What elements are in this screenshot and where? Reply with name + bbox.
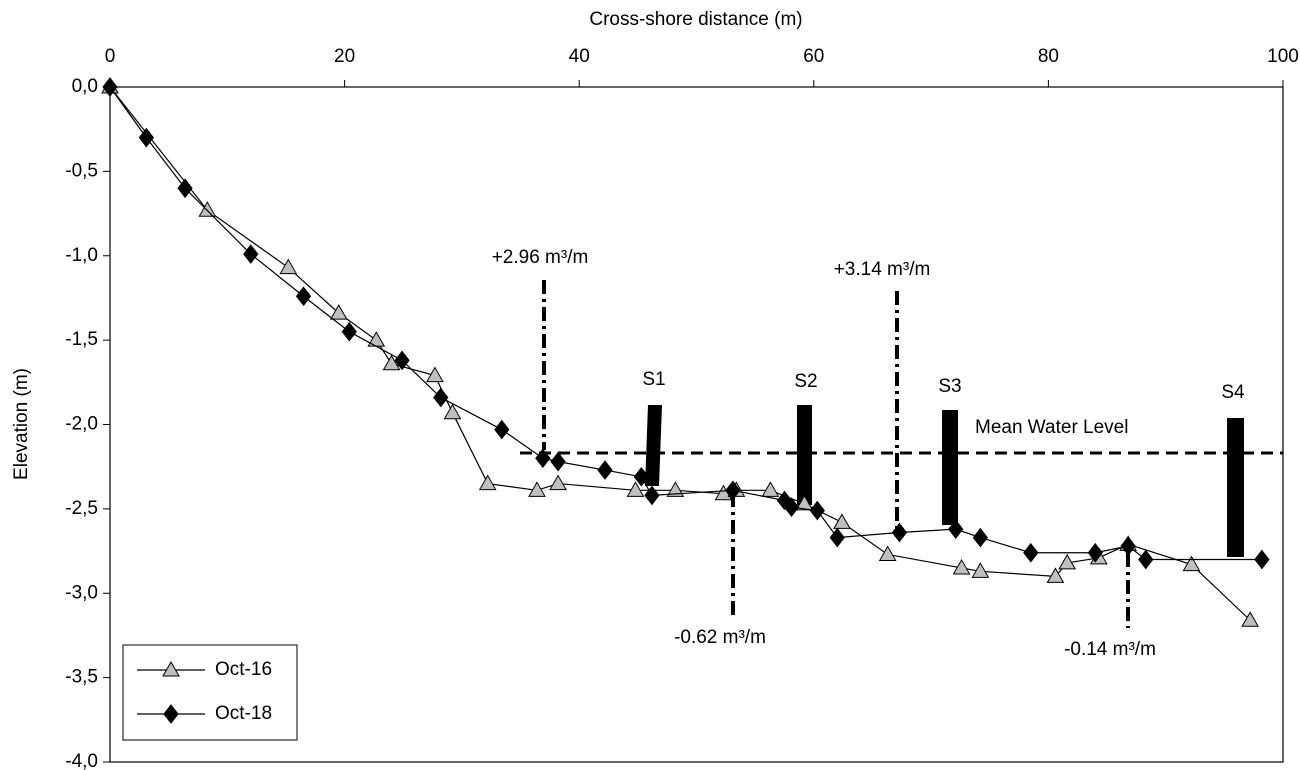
x-axis-label: Cross-shore distance (m) xyxy=(589,9,802,30)
diamond-marker xyxy=(494,419,510,440)
triangle-marker xyxy=(626,481,645,497)
triangle-marker xyxy=(795,494,814,511)
y-tick-label: -0,5 xyxy=(65,160,98,181)
diamond-marker xyxy=(1087,542,1103,563)
y-tick-label: -3,5 xyxy=(65,667,98,688)
triangle-marker xyxy=(382,354,401,371)
structure-s1 xyxy=(645,405,662,486)
diamond-marker xyxy=(138,127,154,148)
annotation: S2 xyxy=(794,371,817,392)
triangle-marker xyxy=(1182,555,1201,572)
structure-s2 xyxy=(797,405,812,505)
diamond-marker xyxy=(891,522,908,543)
triangle-marker xyxy=(478,474,497,491)
diamond-marker xyxy=(177,178,193,199)
y-tick-label: -1,0 xyxy=(65,245,98,266)
annotation: -0.62 m³/m xyxy=(674,627,766,648)
diamond-marker xyxy=(535,448,551,469)
triangle-marker xyxy=(833,513,851,529)
diamond-marker xyxy=(644,485,660,506)
diamond-marker xyxy=(433,387,449,408)
diamond-marker xyxy=(102,77,118,97)
structure-s4 xyxy=(1227,418,1244,557)
annotation: S3 xyxy=(938,376,961,397)
triangle-marker xyxy=(1058,553,1077,570)
diamond-marker xyxy=(829,527,845,548)
triangle-marker xyxy=(971,562,990,578)
diamond-marker xyxy=(1138,549,1154,570)
annotation: -0.14 m³/m xyxy=(1064,639,1156,660)
diamond-marker xyxy=(1254,549,1270,570)
x-tick-label: 80 xyxy=(1038,46,1059,67)
x-tick-label: 20 xyxy=(334,46,355,67)
structure-s3 xyxy=(942,410,958,525)
x-tick-label: 60 xyxy=(803,46,824,67)
y-axis-label: Elevation (m) xyxy=(11,368,32,480)
triangle-marker xyxy=(952,558,971,575)
legend: Oct-16 Oct-18 xyxy=(122,644,298,741)
diamond-marker xyxy=(341,321,357,342)
annotation: S1 xyxy=(642,369,665,390)
triangle-marker xyxy=(1241,611,1260,627)
diamond-marker xyxy=(783,497,800,518)
annotation: +3.14 m³/m xyxy=(834,259,931,280)
triangle-marker xyxy=(367,331,386,347)
diamond-marker xyxy=(1023,542,1039,563)
diamond-marker xyxy=(1120,536,1136,556)
series-line xyxy=(109,86,1251,621)
diamond-marker xyxy=(163,704,179,724)
diamond-marker xyxy=(597,460,613,480)
triangle-marker xyxy=(443,403,462,420)
triangle-marker xyxy=(279,258,298,275)
diamond-marker xyxy=(809,500,825,521)
annotation: S4 xyxy=(1221,382,1245,403)
y-tick-label: -2,0 xyxy=(65,414,98,435)
y-tick-label: -3,0 xyxy=(65,582,98,603)
triangle-marker xyxy=(1046,567,1065,583)
triangle-marker xyxy=(426,366,444,383)
annotation: Mean Water Level xyxy=(975,417,1128,438)
triangle-marker xyxy=(329,304,348,320)
legend-label: Oct-16 xyxy=(215,659,272,680)
diamond-marker xyxy=(243,244,259,264)
diamond-marker xyxy=(972,527,988,548)
legend-box xyxy=(122,644,298,741)
legend-label: Oct-18 xyxy=(215,703,272,724)
diamond-marker xyxy=(295,286,312,307)
triangle-marker xyxy=(162,660,180,677)
y-tick-label: -2,5 xyxy=(65,498,98,519)
volume-markers xyxy=(542,280,1130,628)
y-tick-label: 0,0 xyxy=(72,76,98,97)
y-tick-label: -4,0 xyxy=(65,751,98,770)
y-tick-label: -1,5 xyxy=(65,329,98,350)
diamond-marker xyxy=(725,480,741,501)
triangle-marker xyxy=(198,201,217,217)
x-tick-label: 100 xyxy=(1267,46,1299,67)
x-tick-label: 0 xyxy=(105,46,116,67)
triangle-marker xyxy=(549,474,567,491)
diamond-marker xyxy=(394,350,410,371)
annotation: +2.96 m³/m xyxy=(492,247,589,268)
triangle-marker xyxy=(666,481,685,497)
diamond-marker xyxy=(633,466,650,487)
series-line xyxy=(109,86,1262,561)
triangle-marker xyxy=(878,545,897,561)
triangle-marker xyxy=(761,481,780,497)
diamond-marker xyxy=(550,451,566,472)
diamond-marker xyxy=(948,519,964,539)
triangle-marker xyxy=(528,481,546,497)
x-tick-label: 40 xyxy=(569,46,590,67)
